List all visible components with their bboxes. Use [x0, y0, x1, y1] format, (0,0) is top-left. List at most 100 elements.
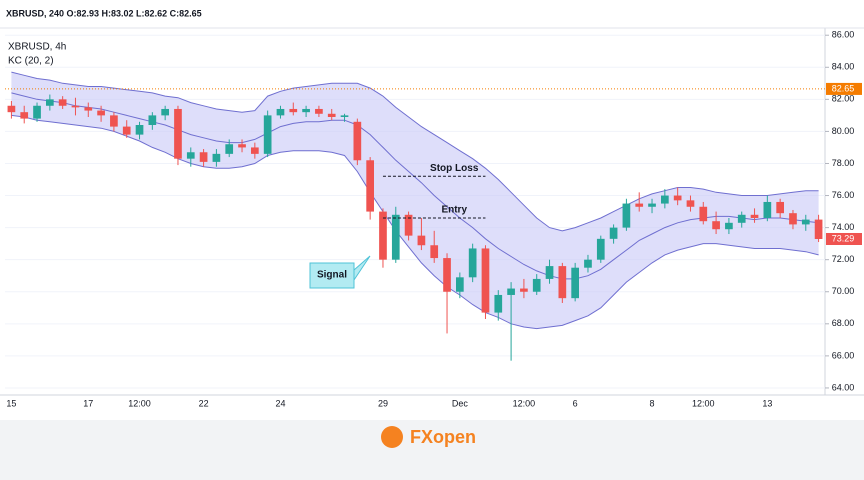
candle-body	[340, 115, 349, 117]
candle-body	[507, 288, 515, 295]
signal-box	[310, 263, 354, 288]
candle-body	[315, 108, 323, 114]
plot	[5, 34, 825, 389]
candle-body	[712, 221, 720, 230]
candle-body	[443, 258, 451, 292]
candle-body	[609, 227, 618, 239]
candle-body	[161, 108, 169, 116]
y-tick-label: 66.00	[832, 350, 855, 360]
candle-body	[750, 214, 759, 218]
x-tick-label: 15	[6, 398, 16, 408]
chart-title: XBRUSD, 4h	[8, 42, 66, 53]
candle-body	[481, 248, 490, 313]
channel-upper	[11, 71, 819, 232]
indicator-label: KC (20, 2)	[8, 56, 54, 67]
channel-fill	[11, 72, 819, 329]
x-tick-label: 6	[573, 398, 578, 408]
price-tag	[826, 232, 862, 245]
candle-body	[520, 288, 528, 292]
y-tick-label: 78.00	[832, 158, 855, 168]
candle-body	[148, 115, 157, 126]
logo-icon	[381, 426, 403, 448]
header: XBRUSD, 240 O:82.93 H:83.02 L:82.62 C:82…	[6, 8, 202, 18]
price-tag-label: 73.29	[832, 233, 855, 243]
x-tick-label: 29	[378, 398, 388, 408]
candle-body	[327, 113, 336, 117]
candle-body	[33, 105, 41, 119]
candle-body	[263, 115, 272, 154]
x-tick-label: 17	[83, 398, 93, 408]
x-tick-label: 12:00	[513, 398, 536, 408]
y-tick-label: 82.00	[832, 94, 855, 104]
candle-body	[725, 222, 733, 230]
x-tick-label: 8	[650, 398, 655, 408]
candle-body	[135, 125, 144, 135]
candle-body	[622, 203, 631, 228]
candle-body	[186, 152, 195, 159]
candle-body	[7, 105, 16, 113]
y-tick-label: 84.00	[832, 62, 855, 72]
x-tick-label: Dec	[452, 398, 469, 408]
candle-body	[571, 267, 579, 299]
y-tick-label: 74.00	[832, 222, 855, 232]
candle-body	[251, 147, 259, 154]
candle-body	[404, 214, 413, 236]
candle-body	[238, 144, 246, 148]
candle-body	[661, 195, 669, 204]
candle-body	[276, 108, 285, 116]
candle-body	[84, 107, 93, 111]
candle-body	[635, 203, 644, 207]
y-tick-label: 70.00	[832, 286, 855, 296]
candle-body	[532, 278, 541, 292]
candle-body	[71, 105, 80, 108]
annotation: Signal	[317, 270, 347, 281]
candle-body	[97, 110, 105, 116]
candle-body	[174, 108, 182, 159]
candle-body	[776, 201, 784, 214]
footer-background	[0, 420, 864, 475]
x-tick-label: 12:00	[128, 398, 151, 408]
candle-body	[763, 201, 772, 218]
price-tag-label: 82.65	[832, 83, 855, 93]
candle-body	[46, 99, 54, 106]
candle-body	[289, 108, 298, 113]
channel-lower	[11, 114, 819, 330]
x-tick-label: 13	[762, 398, 772, 408]
candle-body	[686, 200, 695, 207]
candle-body	[789, 213, 797, 225]
candle-body	[584, 259, 592, 268]
candle-body	[366, 160, 374, 212]
candle-body	[225, 144, 234, 154]
candle-body	[494, 294, 503, 313]
y-tick-label: 80.00	[832, 126, 855, 136]
candle-body	[302, 108, 310, 113]
candle-body	[814, 219, 823, 239]
candle-body	[122, 126, 131, 135]
candle-body	[391, 214, 400, 260]
candle-body	[417, 235, 426, 246]
candle-body	[58, 99, 67, 106]
candle-body	[558, 266, 567, 299]
candle-body	[110, 115, 118, 127]
candle-body	[545, 266, 554, 279]
channel-middle	[11, 92, 819, 280]
annotation: Stop Loss	[430, 163, 479, 174]
overlay	[309, 255, 371, 289]
price-tag	[826, 82, 862, 95]
candle-body	[212, 153, 221, 162]
candle-body	[379, 211, 387, 260]
y-tick-label: 72.00	[832, 254, 855, 264]
candle-body	[699, 206, 708, 222]
candle-body	[199, 152, 208, 162]
y-tick-label: 86.00	[832, 30, 855, 40]
candle-body	[468, 248, 477, 278]
brand: FXopen	[410, 427, 476, 447]
candle-body	[673, 195, 682, 201]
candle-body	[20, 112, 29, 119]
y-tick-label: 68.00	[832, 318, 855, 328]
candle-body	[648, 203, 656, 207]
candle-body	[737, 214, 746, 223]
annotation: Entry	[441, 205, 467, 216]
candle-body	[456, 277, 464, 292]
